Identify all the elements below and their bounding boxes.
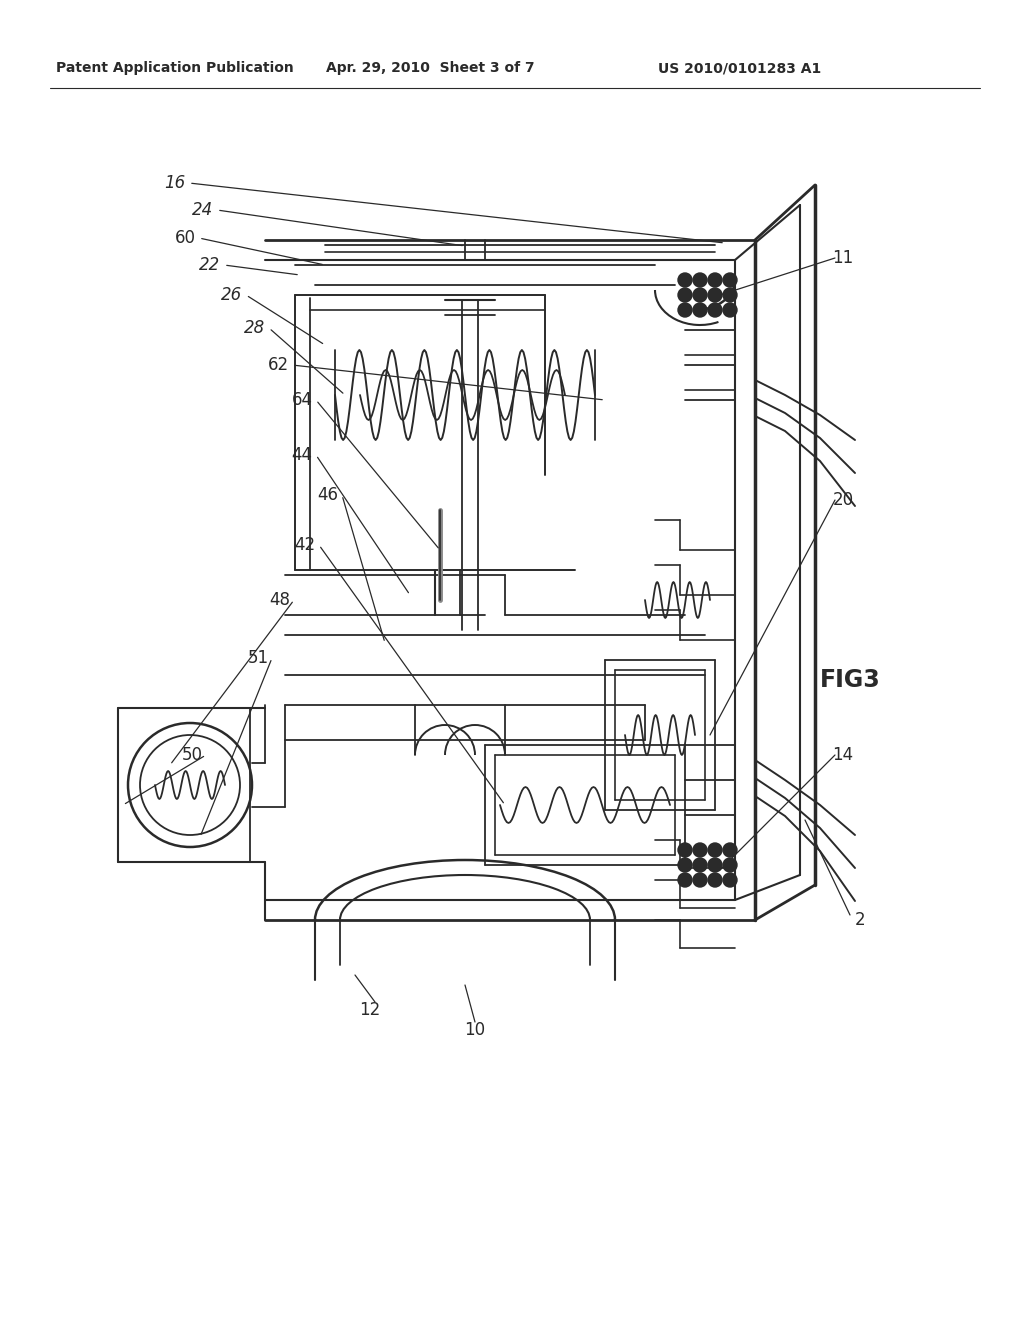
Circle shape: [678, 304, 692, 317]
Text: Patent Application Publication: Patent Application Publication: [56, 61, 294, 75]
Circle shape: [678, 858, 692, 873]
Circle shape: [693, 273, 707, 286]
Text: 51: 51: [248, 649, 268, 667]
Text: FIG3: FIG3: [820, 668, 881, 692]
Circle shape: [693, 288, 707, 302]
Text: 48: 48: [269, 591, 291, 609]
Text: 46: 46: [317, 486, 339, 504]
Text: 22: 22: [200, 256, 220, 275]
Circle shape: [723, 304, 737, 317]
Text: Apr. 29, 2010  Sheet 3 of 7: Apr. 29, 2010 Sheet 3 of 7: [326, 61, 535, 75]
Circle shape: [708, 304, 722, 317]
Circle shape: [693, 873, 707, 887]
Text: 11: 11: [833, 249, 854, 267]
Circle shape: [708, 273, 722, 286]
Text: 42: 42: [295, 536, 315, 554]
Text: 2: 2: [855, 911, 865, 929]
Circle shape: [723, 858, 737, 873]
Circle shape: [723, 273, 737, 286]
Text: 44: 44: [292, 446, 312, 465]
Circle shape: [678, 288, 692, 302]
Circle shape: [708, 288, 722, 302]
Text: 10: 10: [465, 1020, 485, 1039]
Text: 62: 62: [267, 356, 289, 374]
Circle shape: [723, 843, 737, 857]
Circle shape: [723, 288, 737, 302]
Text: 16: 16: [165, 174, 185, 191]
Text: 64: 64: [292, 391, 312, 409]
Circle shape: [693, 843, 707, 857]
Circle shape: [678, 273, 692, 286]
Circle shape: [693, 858, 707, 873]
Text: 26: 26: [221, 286, 243, 304]
Text: 24: 24: [193, 201, 214, 219]
Text: 14: 14: [833, 746, 854, 764]
Circle shape: [708, 858, 722, 873]
Circle shape: [708, 873, 722, 887]
Circle shape: [693, 304, 707, 317]
Text: 12: 12: [359, 1001, 381, 1019]
Text: 28: 28: [245, 319, 265, 337]
Circle shape: [678, 843, 692, 857]
Circle shape: [708, 843, 722, 857]
Text: 50: 50: [181, 746, 203, 764]
Circle shape: [678, 873, 692, 887]
Circle shape: [723, 873, 737, 887]
Text: 60: 60: [174, 228, 196, 247]
Text: 20: 20: [833, 491, 854, 510]
Text: US 2010/0101283 A1: US 2010/0101283 A1: [658, 61, 821, 75]
